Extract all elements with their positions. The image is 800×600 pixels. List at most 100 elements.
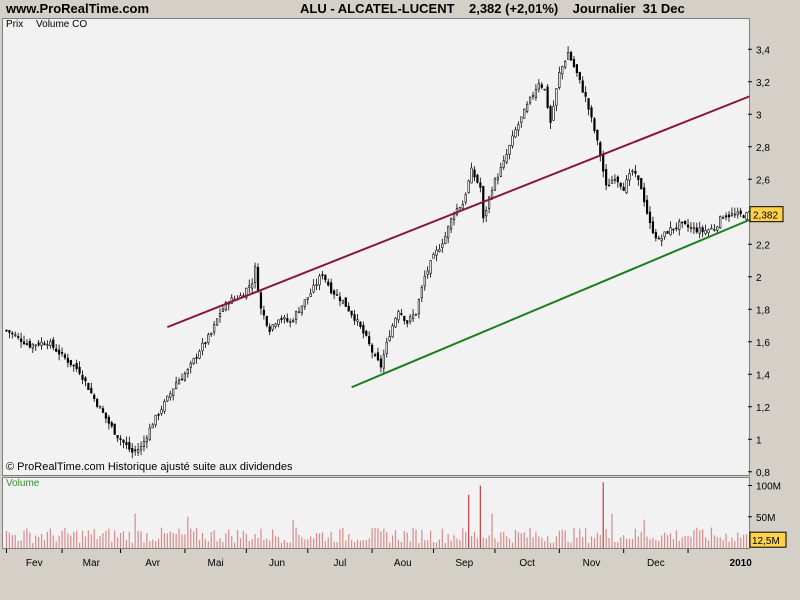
- candle-body: [561, 66, 564, 75]
- candle-body: [49, 341, 52, 346]
- legend-indicator: Volume CO: [36, 19, 88, 30]
- candle-body: [66, 357, 69, 363]
- candle-body: [704, 230, 707, 234]
- candle-body: [90, 387, 93, 394]
- candle-body: [96, 399, 99, 407]
- candle-body: [359, 321, 362, 327]
- candle-body: [523, 108, 526, 119]
- candle-body: [289, 321, 292, 323]
- candle-body: [678, 221, 681, 231]
- candle-body: [470, 167, 473, 184]
- candle-body: [84, 377, 87, 382]
- candle-body: [371, 344, 374, 353]
- legend-price: Prix: [6, 19, 24, 30]
- x-tick-label: Dec: [647, 558, 665, 569]
- candle-body: [113, 423, 116, 435]
- candle-body: [154, 414, 157, 426]
- candle-body: [136, 449, 140, 453]
- candle-body: [163, 401, 166, 412]
- candle-body: [695, 227, 698, 233]
- candle-body: [499, 167, 502, 177]
- candle-body: [312, 284, 315, 293]
- candle-body: [145, 437, 148, 443]
- x-tick-label: Fev: [26, 558, 43, 569]
- candle-body: [116, 435, 119, 439]
- volume-panel[interactable]: [2, 477, 750, 549]
- volume-y-axis: 100M 50M: [748, 482, 781, 524]
- y-tick-label: 2,2: [756, 240, 770, 251]
- y-tick-label: 1: [756, 435, 762, 446]
- chart-title: ALU - ALCATEL-LUCENT 2,382 (+2,01%) Jour…: [300, 1, 685, 16]
- upper-trendline[interactable]: [166, 95, 750, 329]
- y-tick-label: 2: [756, 273, 762, 284]
- candle-body: [669, 227, 672, 236]
- candle-body: [537, 83, 540, 90]
- candle-body: [417, 299, 421, 314]
- candle-body: [438, 249, 441, 252]
- candle-body: [707, 229, 710, 234]
- candle-body: [742, 215, 745, 219]
- candle-body: [508, 145, 511, 155]
- candle-body: [485, 210, 488, 217]
- x-axis: Fev Mar Avr Mai Jun Jul Aou Sep Oct Nov Dec 2010: [5, 549, 753, 569]
- candle-body: [63, 354, 67, 358]
- candle-body: [493, 178, 497, 191]
- legend: Prix Volume CO: [6, 19, 87, 30]
- candle-body: [596, 129, 599, 141]
- candle-body: [648, 211, 652, 224]
- x-tick-label: Oct: [519, 558, 535, 569]
- candle-body: [183, 373, 187, 381]
- candle-body: [637, 175, 640, 180]
- candle-body: [324, 274, 327, 281]
- candle-body: [245, 287, 248, 299]
- candle-body: [265, 316, 268, 326]
- candle-body: [28, 341, 31, 348]
- candle-body: [555, 88, 558, 106]
- candle-body: [403, 315, 406, 322]
- candle-body: [613, 178, 617, 181]
- candle-body: [274, 323, 277, 327]
- candle-body: [631, 170, 634, 173]
- candle-body: [388, 336, 391, 342]
- candle-body: [259, 292, 263, 309]
- candle-body: [441, 243, 444, 248]
- candle-body: [75, 363, 78, 369]
- candle-body: [663, 231, 666, 238]
- candle-body: [686, 224, 690, 228]
- candle-body: [40, 341, 43, 346]
- candle-body: [411, 314, 415, 319]
- last-price-badge: [749, 206, 784, 223]
- price-panel[interactable]: [2, 18, 750, 476]
- candle-body: [452, 213, 456, 220]
- candle-body: [517, 124, 520, 131]
- candle-body: [98, 406, 102, 409]
- candle-body: [280, 318, 283, 321]
- candle-body: [464, 194, 467, 203]
- candle-body: [479, 182, 482, 188]
- candle-body: [160, 409, 163, 414]
- candle-body: [253, 266, 257, 283]
- lower-trendline[interactable]: [351, 218, 750, 389]
- candle-body: [634, 170, 637, 174]
- candle-body: [5, 329, 8, 332]
- y-tick-label: 3,2: [756, 78, 770, 89]
- candle-body: [78, 366, 81, 374]
- candle-body: [575, 64, 578, 73]
- candle-body: [476, 174, 479, 183]
- candle-body: [645, 199, 649, 214]
- candle-body: [332, 290, 336, 295]
- candle-body: [724, 215, 728, 218]
- candle-body: [710, 227, 713, 230]
- candle-body: [376, 352, 380, 361]
- candle-body: [128, 442, 131, 450]
- candle-body: [745, 212, 748, 220]
- candle-body: [189, 362, 192, 368]
- candles-group: [5, 46, 748, 459]
- candle-body: [643, 187, 646, 203]
- candle-body: [134, 449, 137, 452]
- price-y-axis: 3,43,232,82,62,42,221,81,61,41,210,8: [748, 45, 770, 479]
- candle-body: [248, 285, 251, 288]
- candle-body: [599, 142, 602, 157]
- x-tick-label: 2010: [730, 558, 753, 569]
- y-tick-label: 2,6: [756, 175, 770, 186]
